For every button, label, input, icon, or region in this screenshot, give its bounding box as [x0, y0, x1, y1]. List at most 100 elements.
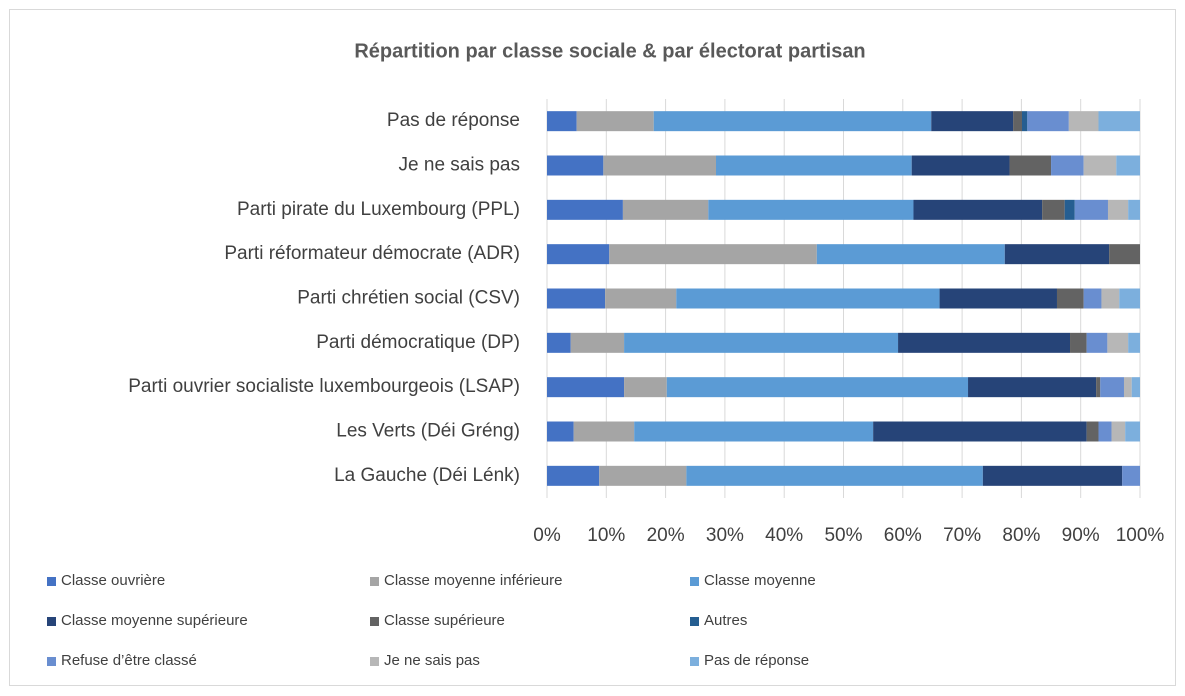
x-tick-label: 30%	[706, 525, 744, 546]
y-tick-label: Je ne sais pas	[399, 155, 520, 176]
legend-swatch	[690, 617, 699, 626]
bar-segment	[547, 421, 574, 442]
x-tick-label: 10%	[587, 525, 625, 546]
y-tick-label: Parti réformateur démocrate (ADR)	[224, 243, 520, 264]
legend-label: Classe ouvrière	[61, 572, 165, 589]
legend-label: Classe moyenne	[704, 572, 816, 589]
bar-segment	[676, 288, 940, 309]
bar-segment	[547, 288, 606, 309]
y-tick-label: Parti ouvrier socialiste luxembourgeois …	[128, 376, 520, 397]
legend-label: Classe moyenne inférieure	[384, 572, 562, 589]
x-tick-label: 20%	[647, 525, 685, 546]
bar-segment	[1109, 244, 1140, 265]
bar-segment	[939, 288, 1057, 309]
bar-segment	[911, 155, 1010, 176]
bar-segment	[1123, 377, 1132, 398]
bar-segment	[1128, 199, 1140, 220]
bar-segment	[599, 465, 687, 486]
legend-label: Refuse d’être classé	[61, 652, 197, 669]
bar-segment	[624, 377, 667, 398]
y-tick-label: La Gauche (Déi Lénk)	[334, 465, 520, 486]
bar-segment	[1068, 111, 1099, 132]
x-tick-label: 0%	[533, 525, 561, 546]
chart-title: Répartition par classe sociale & par éle…	[354, 40, 865, 62]
bar-segment	[1107, 199, 1129, 220]
legend-swatch	[47, 657, 56, 666]
x-tick-label: 90%	[1062, 525, 1100, 546]
y-tick-label: Parti démocratique (DP)	[316, 332, 520, 353]
bar-segment	[547, 155, 604, 176]
bar-segment	[1111, 421, 1126, 442]
bar-segment	[816, 244, 1005, 265]
bar-segment	[653, 111, 932, 132]
bar-segment	[570, 332, 625, 353]
bar-segment	[605, 288, 677, 309]
bar-segment	[573, 421, 635, 442]
bar-segment	[1027, 111, 1069, 132]
bar-segment	[547, 199, 623, 220]
bar-segment	[547, 111, 577, 132]
bar-segment	[982, 465, 1123, 486]
legend-label: Je ne sais pas	[384, 652, 480, 669]
bar-segment	[1056, 288, 1084, 309]
y-tick-label: Pas de réponse	[387, 110, 520, 131]
x-tick-label: 80%	[1002, 525, 1040, 546]
bar-segment	[603, 155, 717, 176]
bar-segment	[1122, 465, 1140, 486]
legend-label: Classe supérieure	[384, 612, 505, 629]
bar-segment	[622, 199, 709, 220]
bar-segment	[609, 244, 817, 265]
bar-segment	[1125, 421, 1140, 442]
bar-segment	[1070, 332, 1087, 353]
x-tick-label: 100%	[1116, 525, 1165, 546]
legend-label: Autres	[704, 612, 747, 629]
bar-segment	[716, 155, 912, 176]
bar-segment	[1074, 199, 1108, 220]
bar-segment	[634, 421, 874, 442]
bar-segment	[1119, 288, 1140, 309]
bar-segment	[1013, 111, 1022, 132]
legend-label: Pas de réponse	[704, 652, 809, 669]
bar-segment	[624, 332, 899, 353]
legend-swatch	[690, 577, 699, 586]
bar-segment	[1083, 288, 1102, 309]
y-tick-label: Parti chrétien social (CSV)	[297, 288, 520, 309]
bar-segment	[1131, 377, 1140, 398]
bar-segment	[1083, 155, 1117, 176]
bar-segment	[1021, 111, 1028, 132]
legend-label: Classe moyenne supérieure	[61, 612, 248, 629]
bar-segment	[1009, 155, 1052, 176]
bar-segment	[1128, 332, 1140, 353]
bar-segment	[576, 111, 654, 132]
legend-swatch	[690, 657, 699, 666]
bar-segment	[1107, 332, 1129, 353]
bar-segment	[1116, 155, 1140, 176]
bar-segment	[708, 199, 914, 220]
legend-swatch	[47, 617, 56, 626]
bar-segment	[898, 332, 1071, 353]
bar-segment	[547, 377, 625, 398]
bar-segment	[1098, 421, 1112, 442]
bar-segment	[1004, 244, 1110, 265]
bar-segment	[547, 244, 610, 265]
x-tick-label: 40%	[765, 525, 803, 546]
bar-segment	[686, 465, 983, 486]
bar-segment	[1096, 377, 1101, 398]
legend-swatch	[370, 617, 379, 626]
legend-swatch	[370, 657, 379, 666]
bar-segment	[968, 377, 1097, 398]
bar-segment	[666, 377, 969, 398]
y-tick-label: Parti pirate du Luxembourg (PPL)	[237, 199, 520, 220]
bar-segment	[873, 421, 1087, 442]
bar-segment	[1098, 111, 1140, 132]
bar-segment	[1042, 199, 1065, 220]
bar-segment	[547, 332, 571, 353]
bar-segment	[1064, 199, 1075, 220]
x-tick-label: 60%	[884, 525, 922, 546]
x-tick-label: 50%	[824, 525, 862, 546]
bar-segment	[1086, 332, 1108, 353]
legend-swatch	[47, 577, 56, 586]
legend-swatch	[370, 577, 379, 586]
bar-segment	[913, 199, 1043, 220]
